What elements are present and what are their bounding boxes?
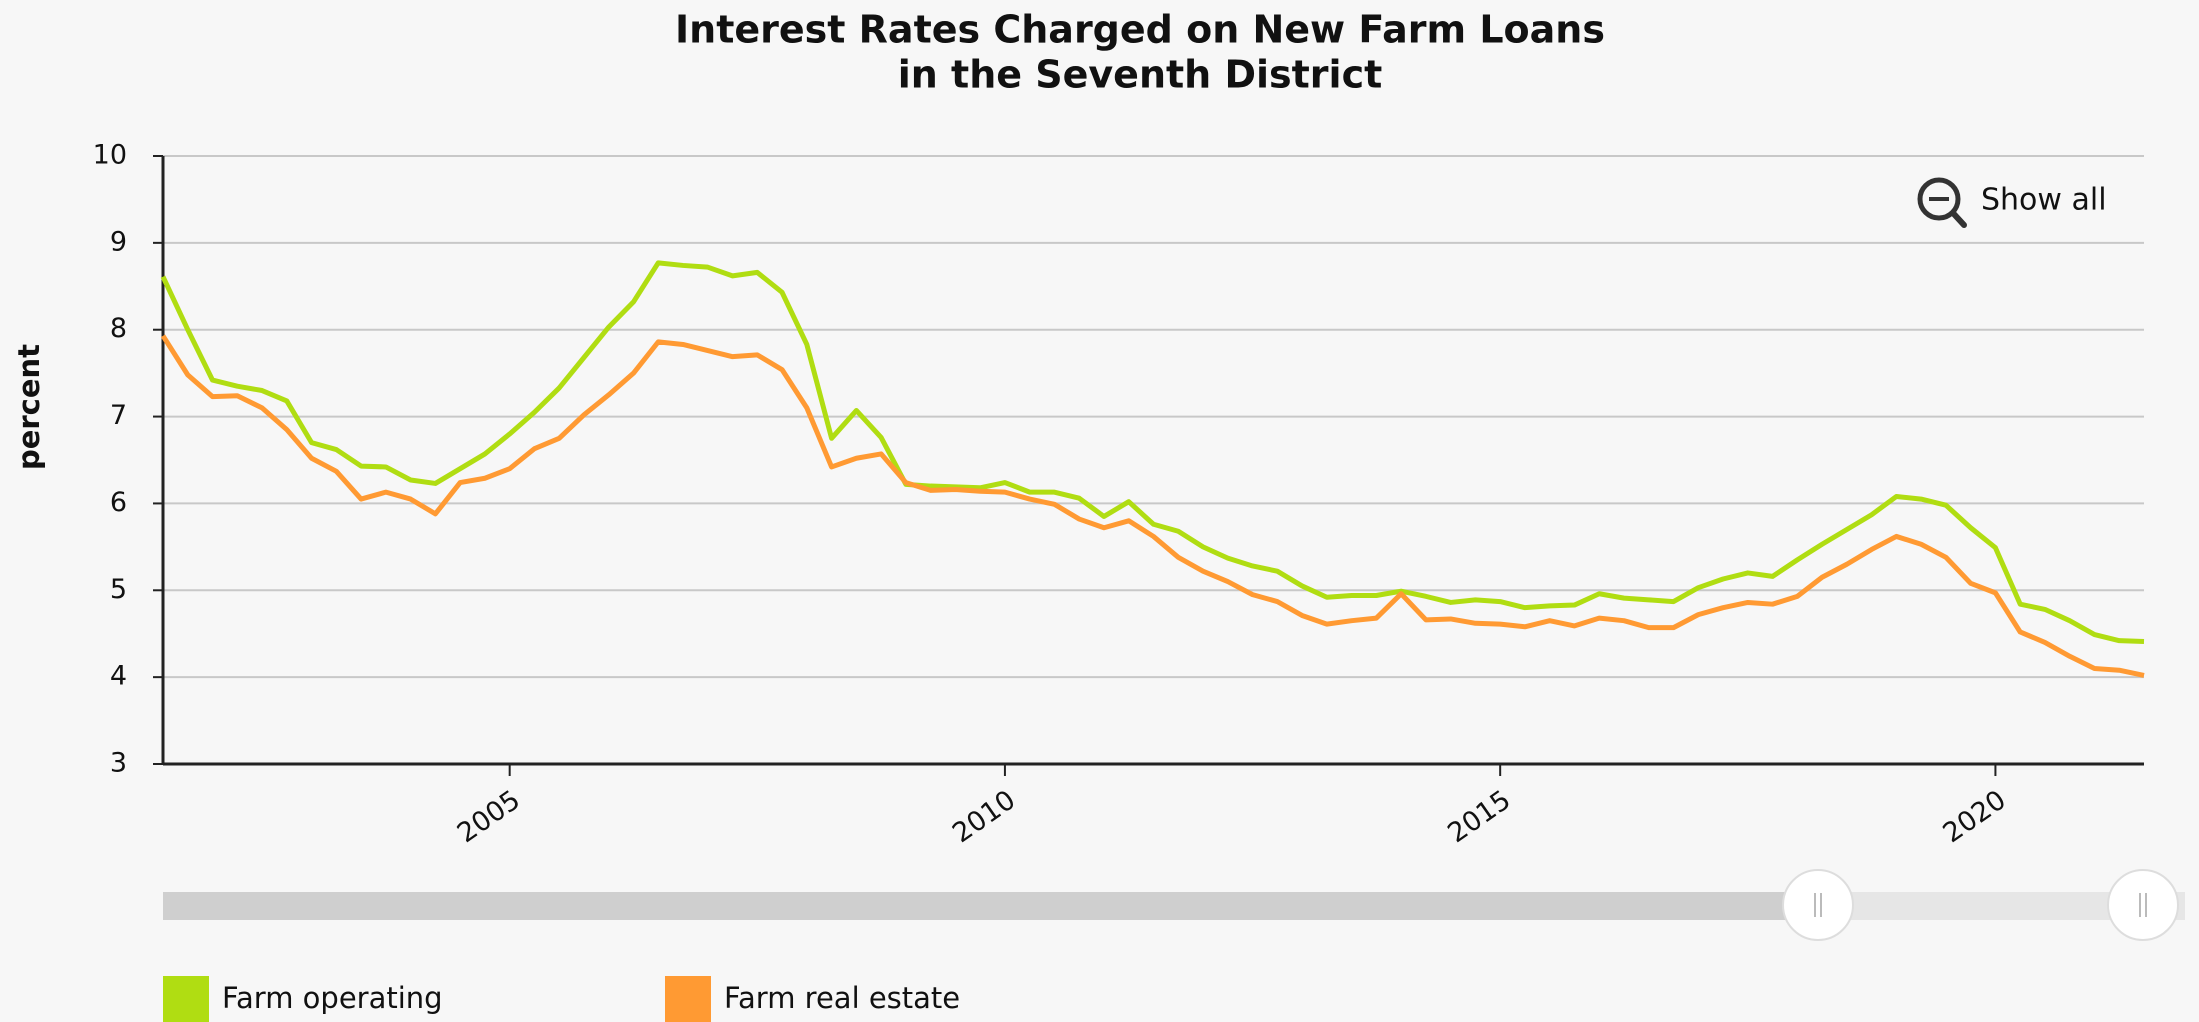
legend-swatch xyxy=(163,976,209,1022)
y-tick-label: 4 xyxy=(110,661,127,692)
y-tick-label: 3 xyxy=(110,748,127,779)
x-tick-label: 2005 xyxy=(452,784,526,849)
y-tick-label: 7 xyxy=(110,400,127,431)
x-tick-label: 2010 xyxy=(947,784,1021,849)
zoom-button-label[interactable]: Show all xyxy=(1981,183,2107,218)
chart-title: Interest Rates Charged on New Farm Loans xyxy=(675,8,1605,52)
y-tick-label: 6 xyxy=(110,487,127,518)
y-tick-label: 5 xyxy=(110,574,127,605)
scrollbar-handle[interactable] xyxy=(2107,869,2179,941)
y-tick-label: 10 xyxy=(93,140,127,171)
scrollbar-outside xyxy=(163,892,1818,920)
legend-label: Farm real estate xyxy=(724,981,960,1015)
x-tick-label: 2015 xyxy=(1442,784,1516,849)
chart-title: in the Seventh District xyxy=(898,53,1383,97)
zoom-button[interactable]: Show all xyxy=(1917,177,2107,228)
series-line xyxy=(160,334,2145,678)
zoom-icon xyxy=(1917,177,1961,221)
legend-label: Farm operating xyxy=(222,981,443,1015)
y-axis-label: percent xyxy=(12,344,46,470)
legend-item[interactable]: Farm real estate xyxy=(665,976,960,1022)
x-tick-label: 2020 xyxy=(1938,784,2012,849)
legend-swatch xyxy=(665,976,711,1022)
zoom-icon xyxy=(1950,210,1967,228)
scrollbar-handle[interactable] xyxy=(1782,869,1854,941)
legend-item[interactable]: Farm operating xyxy=(163,976,443,1022)
series-line xyxy=(160,260,2145,645)
y-tick-label: 9 xyxy=(110,226,127,257)
y-tick-label: 8 xyxy=(110,313,127,344)
scrollbar[interactable] xyxy=(163,869,2185,941)
